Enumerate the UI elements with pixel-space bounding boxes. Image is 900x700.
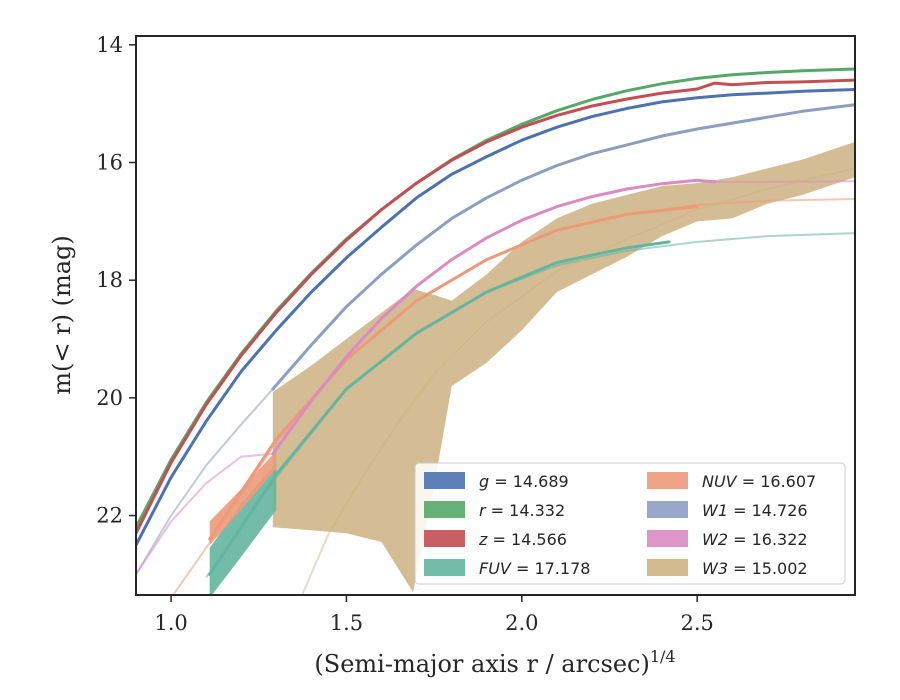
w3-model-line <box>300 167 855 595</box>
legend-label-r: r = 14.332 <box>479 501 565 520</box>
legend-entry-nuv: NUV = 16.607 <box>647 472 816 491</box>
plot-frame <box>135 35 856 596</box>
legend-label-fuv: FUV = 17.178 <box>479 559 590 578</box>
legend-swatch-w1 <box>647 501 688 518</box>
legend-swatch-w2 <box>647 530 688 547</box>
legend-label-z: z = 14.566 <box>478 530 567 549</box>
x-tick-label: 2.5 <box>680 611 713 635</box>
w2-model-line-outer <box>714 180 855 183</box>
x-tick-label: 1.5 <box>330 611 363 635</box>
legend-entry-z: z = 14.566 <box>424 530 567 549</box>
legend-swatch-g <box>424 472 465 489</box>
axis-ticks: 1.0 1.5 2.0 2.5 14 16 18 20 22 <box>96 33 714 635</box>
x-axis-label: (Semi-major axis r / arcsec)1/4 <box>314 647 675 678</box>
legend-entry-r: r = 14.332 <box>424 501 565 520</box>
legend-swatch-nuv <box>647 472 688 489</box>
legend-entry-w3: W3 = 15.002 <box>647 559 808 578</box>
w2-model-line <box>136 452 273 575</box>
fuv-band <box>209 462 277 595</box>
legend-label-w2: W2 = 16.322 <box>702 530 808 549</box>
legend-entry-g: g = 14.689 <box>424 472 569 491</box>
legend-box <box>414 462 846 585</box>
legend-swatch-r <box>424 501 465 518</box>
legend-entry-fuv: FUV = 17.178 <box>424 559 590 578</box>
w2-curve <box>271 178 717 456</box>
x-tick-label: 1.0 <box>154 611 187 635</box>
y-axis-label: m(< r) (mag) <box>48 235 76 394</box>
x-axis-label-exponent: 1/4 <box>650 647 676 666</box>
g-curve <box>136 88 855 547</box>
w1-model-line <box>136 388 274 575</box>
legend-label-nuv: NUV = 16.607 <box>702 472 816 491</box>
legend-label-w1: W1 = 14.726 <box>702 501 808 520</box>
legend: g = 14.689 r = 14.332 z = 14.566 FUV = 17.1… <box>414 462 846 585</box>
legend-entry-w2: W2 = 16.322 <box>647 530 808 549</box>
fuv-curve <box>208 240 671 576</box>
y-tick-label: 16 <box>96 151 123 175</box>
y-tick-label: 18 <box>96 268 123 292</box>
legend-label-w3: W3 = 15.002 <box>702 559 808 578</box>
y-tick-label: 22 <box>96 504 123 528</box>
w1-curve <box>271 103 855 391</box>
legend-label-g: g = 14.689 <box>479 472 569 491</box>
x-tick-label: 2.0 <box>505 611 538 635</box>
y-tick-label: 20 <box>96 386 123 410</box>
nuv-curve <box>208 205 699 541</box>
legend-swatch-fuv <box>424 559 465 576</box>
nuv-band <box>209 450 277 545</box>
y-tick-label: 14 <box>96 33 123 57</box>
z-curve <box>136 78 855 535</box>
legend-entry-w1: W1 = 14.726 <box>647 501 808 520</box>
legend-swatch-w3 <box>647 559 688 576</box>
legend-swatch-z <box>424 530 465 547</box>
